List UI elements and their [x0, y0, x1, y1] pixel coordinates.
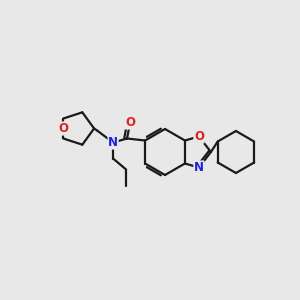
- Text: O: O: [125, 116, 135, 129]
- Text: N: N: [108, 136, 118, 149]
- Text: N: N: [194, 161, 204, 174]
- Text: O: O: [194, 130, 204, 143]
- Text: O: O: [58, 122, 68, 135]
